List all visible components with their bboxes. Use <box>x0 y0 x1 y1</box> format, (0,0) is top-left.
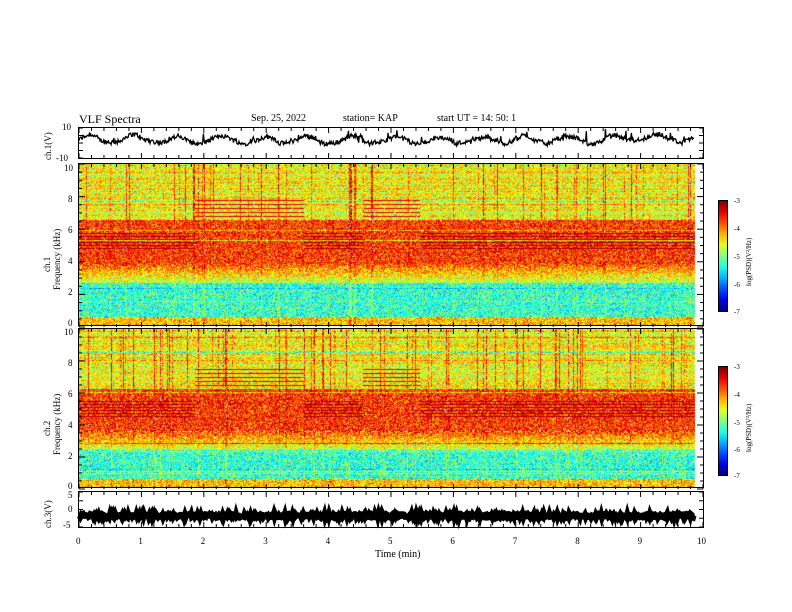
x-tick-label: 0 <box>76 536 81 546</box>
x-tick-label: 6 <box>450 536 455 546</box>
x-tick-label: 9 <box>637 536 643 546</box>
x-tick-label: 7 <box>512 536 518 546</box>
figure-title: VLF Spectra <box>79 112 141 126</box>
ch1-spectrogram-ylabel: ch.1 <box>42 256 52 272</box>
start-time-label: start UT = 14: 50: 1 <box>437 113 517 124</box>
ch2-cb-tick-6: -6 <box>734 446 740 454</box>
ch3-ytick-5: 5 <box>68 490 73 500</box>
ch1-spectrogram-image <box>79 164 703 325</box>
x-tick-label: 10 <box>697 536 706 546</box>
ch1-colorbar-label: log(PSD)(V²/Hz) <box>745 237 753 286</box>
ch1-cb-tick-7: -7 <box>734 308 740 316</box>
ch3-waveform-plot <box>77 491 704 530</box>
ch2-colorbar <box>718 366 728 476</box>
ch2-frequency-ylabel: Frequency (kHz) <box>52 393 62 455</box>
ch1-colorbar <box>718 200 728 312</box>
ch1-ytick-10: 10 <box>64 163 73 173</box>
ch2-ytick-6: 6 <box>68 389 73 399</box>
ch1-waveform-ylabel: ch.1(V) <box>43 132 53 160</box>
ch2-spectrogram-ticks <box>78 328 704 490</box>
ch2-ytick-10: 10 <box>64 327 73 337</box>
ch2-ytick-4: 4 <box>68 420 73 430</box>
ch1-waveform-panel <box>78 127 704 159</box>
ch2-cb-tick-4: -4 <box>734 391 740 399</box>
ch2-ytick-8: 8 <box>68 358 73 368</box>
station-label: station= KAP <box>343 113 398 124</box>
ch2-cb-tick-5: -5 <box>734 419 740 427</box>
ch2-cb-tick-7: -7 <box>734 472 740 480</box>
waveform-line <box>78 128 695 149</box>
x-tick-label: 8 <box>575 536 580 546</box>
waveform-line <box>77 502 697 530</box>
ch1-ytick-0: 0 <box>68 318 73 328</box>
date-label: Sep. 25, 2022 <box>251 113 306 124</box>
ch1-frequency-ylabel: Frequency (kHz) <box>52 228 62 290</box>
ch3-ytick-0: 0 <box>68 504 73 514</box>
x-tick-label: 5 <box>388 536 393 546</box>
x-tick-label: 4 <box>325 536 331 546</box>
ch2-ytick-2: 2 <box>68 451 73 461</box>
ch2-spectrogram-panel <box>78 328 704 490</box>
ch1-ytick-bottom: -10 <box>56 153 68 163</box>
x-tick-label: 3 <box>263 536 268 546</box>
ch1-cb-tick-5: -5 <box>734 253 740 261</box>
x-tick-label: 1 <box>138 536 143 546</box>
ch3-waveform-panel <box>77 491 704 530</box>
ch2-cb-tick-3: -3 <box>734 363 740 371</box>
ch1-ytick-top: 10 <box>62 122 71 132</box>
ch1-spectrogram-ticks <box>78 163 704 328</box>
ch3-waveform-ylabel: ch.3(V) <box>43 500 53 528</box>
ch2-colorbar-label: log(PSD)(V²/Hz) <box>745 403 753 452</box>
ch1-waveform-plot <box>78 127 704 159</box>
ch2-ytick-0: 0 <box>68 481 73 491</box>
ch1-cb-tick-4: -4 <box>734 225 740 233</box>
ch1-ytick-8: 8 <box>68 194 73 204</box>
ch2-spectrogram-ylabel: ch.2 <box>42 420 52 436</box>
ch3-ytick-m5: -5 <box>63 520 71 530</box>
ch1-ytick-6: 6 <box>68 225 73 235</box>
ch1-ytick-4: 4 <box>68 256 73 266</box>
ch1-cb-tick-6: -6 <box>734 281 740 289</box>
ch2-spectrogram-image <box>79 329 703 487</box>
ch1-spectrogram-panel <box>78 163 704 328</box>
x-axis-label: Time (min) <box>375 549 421 560</box>
ch1-ytick-2: 2 <box>68 287 73 297</box>
ch1-cb-tick-3: -3 <box>734 197 740 205</box>
x-tick-label: 2 <box>200 536 206 546</box>
